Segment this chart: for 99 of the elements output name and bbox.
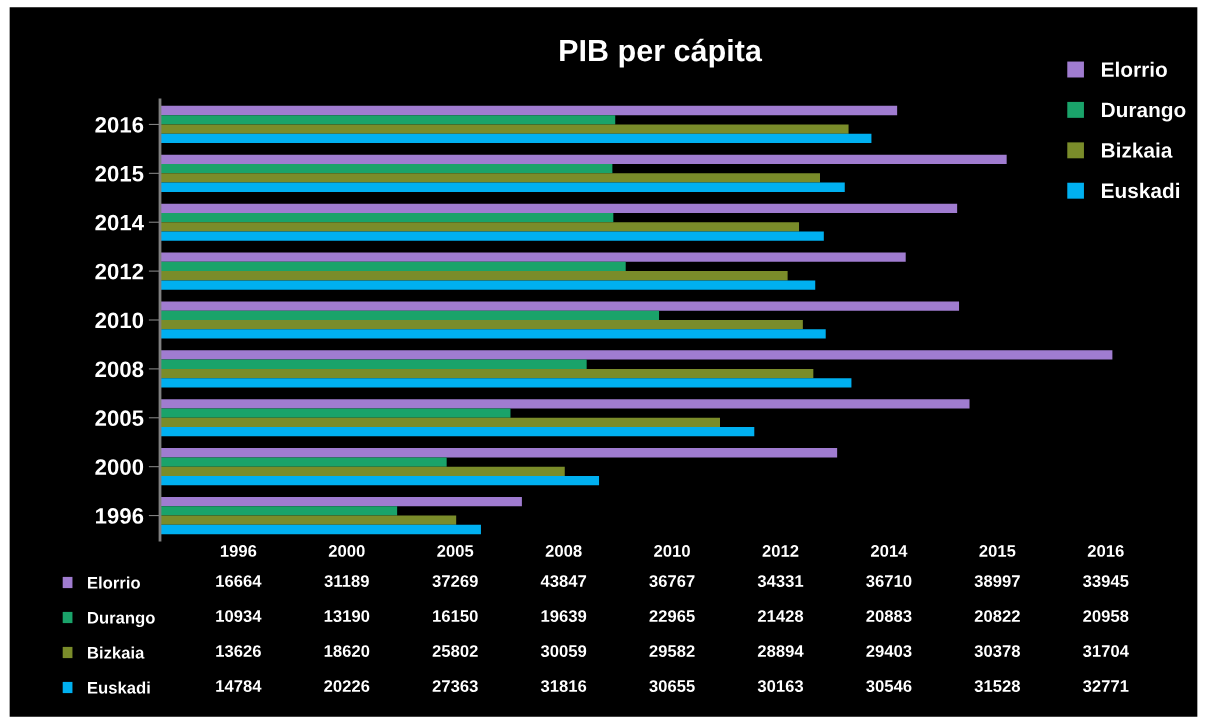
x-tick-label: 2005 <box>437 545 474 557</box>
data-label: 36710 <box>866 575 912 587</box>
legend-label: Euskadi <box>1102 182 1180 199</box>
x-tick-label: 1996 <box>220 545 257 557</box>
bar <box>160 417 720 428</box>
data-label: 31816 <box>540 680 587 692</box>
bar <box>160 457 447 467</box>
bar <box>160 154 1007 165</box>
bar <box>160 368 814 379</box>
bar <box>160 320 803 330</box>
x-tick-label: 2008 <box>545 545 582 557</box>
data-label: 25802 <box>432 645 478 657</box>
data-label: 20883 <box>866 610 912 622</box>
bar <box>160 496 522 507</box>
bar <box>160 329 826 339</box>
data-label: 30655 <box>649 680 695 692</box>
data-label: 16664 <box>216 575 262 587</box>
bar <box>160 124 849 134</box>
data-label: 31189 <box>324 575 369 587</box>
legend-label: Bizkaia <box>1102 142 1173 158</box>
bar <box>160 271 788 281</box>
data-label: 21428 <box>757 610 804 622</box>
y-tick-label: 2005 <box>95 410 144 427</box>
x-tick-label: 2016 <box>1087 545 1124 557</box>
bar <box>160 115 616 125</box>
bar <box>160 350 1113 360</box>
x-tick-label: 2014 <box>870 545 908 557</box>
data-label: 32771 <box>1083 680 1129 692</box>
bar <box>160 203 958 213</box>
data-label: 19639 <box>541 610 587 622</box>
data-label: 14784 <box>216 680 262 692</box>
data-label: 34331 <box>757 575 804 587</box>
data-label: 30378 <box>974 645 1021 657</box>
bar <box>160 310 660 320</box>
x-tick-label: 2010 <box>654 545 690 557</box>
y-tick-label: 2010 <box>95 312 144 329</box>
x-tick-label: 2012 <box>762 545 799 557</box>
y-tick-label: 2014 <box>95 214 144 231</box>
y-tick-label: Durango <box>88 612 155 628</box>
bar <box>160 359 587 369</box>
data-label: 22965 <box>649 610 695 622</box>
bar <box>160 448 838 458</box>
data-label: 20226 <box>324 680 370 692</box>
bar <box>160 466 565 476</box>
bar <box>160 164 613 174</box>
data-label: 37269 <box>432 575 478 587</box>
data-label: 13626 <box>216 645 261 657</box>
bar <box>160 427 755 437</box>
bar <box>160 212 614 223</box>
bar <box>160 182 845 192</box>
data-label: 30163 <box>757 680 804 692</box>
data-label: 20822 <box>974 610 1020 622</box>
data-label: 30059 <box>540 645 587 657</box>
x-tick-label: 2015 <box>979 545 1016 557</box>
chart-title: PIB per cápita <box>560 38 763 68</box>
bar <box>160 524 481 535</box>
data-label: 28894 <box>757 645 804 657</box>
data-label: 43847 <box>540 575 587 587</box>
bar <box>160 378 852 388</box>
data-label: 29403 <box>866 645 912 657</box>
data-label: 27363 <box>432 680 478 692</box>
bar <box>160 105 898 116</box>
bar <box>160 222 800 232</box>
y-tick-label: 2008 <box>95 361 144 378</box>
bar <box>160 515 457 525</box>
data-label: 31528 <box>974 680 1021 692</box>
legend-label: Elorrio <box>1102 61 1167 77</box>
y-tick-label: Euskadi <box>88 681 150 694</box>
y-tick-label: 2016 <box>95 116 144 133</box>
data-label: 36767 <box>649 575 695 587</box>
data-label: 16150 <box>433 610 478 622</box>
y-tick-label: 2015 <box>95 165 144 182</box>
bar <box>160 301 960 311</box>
y-tick-label: 2000 <box>95 459 144 475</box>
data-label: 18620 <box>324 645 370 657</box>
y-tick-label: 2012 <box>95 263 144 280</box>
data-label: 10934 <box>216 610 262 622</box>
data-label: 30546 <box>866 680 912 692</box>
data-label: 31704 <box>1083 645 1129 657</box>
bar <box>160 399 970 409</box>
data-label: 38997 <box>974 575 1020 587</box>
y-tick-label: 1996 <box>96 508 144 524</box>
bar <box>160 252 906 262</box>
legend-label: Durango <box>1102 102 1186 122</box>
data-label: 29582 <box>649 645 695 657</box>
bar <box>160 133 872 144</box>
bar <box>160 173 820 183</box>
bar <box>160 280 816 290</box>
y-tick-label: Bizkaia <box>88 646 145 659</box>
bar <box>160 475 600 486</box>
y-tick-label: Elorrio <box>88 576 140 589</box>
data-label: 13190 <box>324 610 370 622</box>
x-tick-label: 2000 <box>328 545 365 557</box>
data-label: 33945 <box>1083 575 1129 587</box>
bar <box>160 231 824 241</box>
bar <box>160 506 398 516</box>
bar <box>160 261 626 272</box>
bar <box>160 408 511 418</box>
data-label: 20958 <box>1083 610 1129 622</box>
